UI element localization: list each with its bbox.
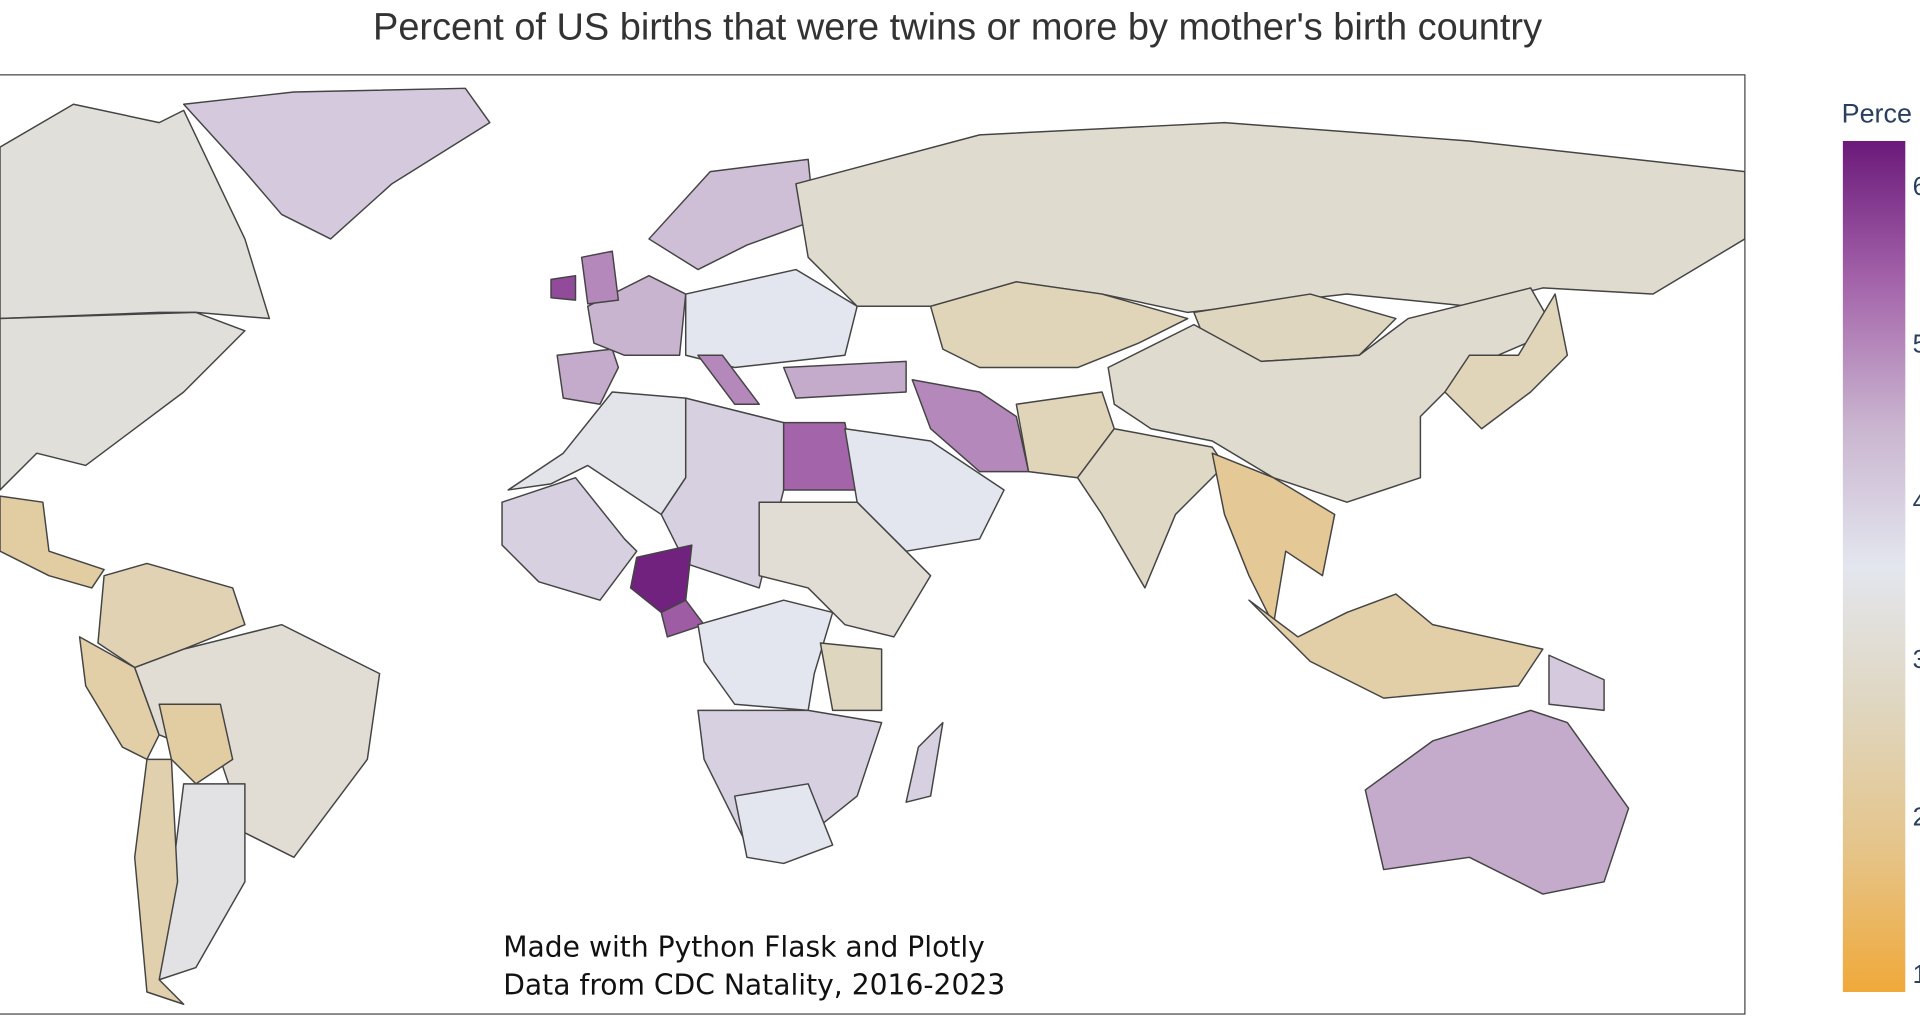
country bbox=[1248, 593, 1544, 699]
country bbox=[697, 599, 834, 712]
country bbox=[580, 250, 620, 305]
country bbox=[1548, 654, 1605, 712]
country bbox=[929, 281, 1189, 369]
country bbox=[1076, 427, 1226, 589]
colorbar-tick-label: 4 bbox=[1913, 488, 1920, 516]
country bbox=[550, 274, 577, 301]
colorbar-tick-label: 3 bbox=[1913, 646, 1920, 674]
country bbox=[697, 354, 760, 405]
country bbox=[905, 721, 944, 803]
country bbox=[758, 501, 932, 638]
country bbox=[133, 758, 185, 1005]
colorbar-title: Perce bbox=[1842, 99, 1912, 129]
country bbox=[182, 87, 491, 240]
country bbox=[733, 783, 834, 865]
country bbox=[1211, 452, 1336, 626]
country bbox=[1364, 709, 1630, 895]
country bbox=[0, 495, 105, 589]
country bbox=[684, 268, 858, 369]
country bbox=[1444, 293, 1569, 430]
map-frame bbox=[0, 74, 1746, 1015]
country bbox=[660, 599, 705, 638]
colorbar-tick-label: 2 bbox=[1913, 803, 1920, 831]
country bbox=[501, 476, 638, 601]
colorbar bbox=[1842, 140, 1906, 992]
map-area bbox=[0, 87, 1745, 1005]
country bbox=[556, 348, 620, 405]
country bbox=[97, 562, 246, 669]
country bbox=[795, 121, 1745, 314]
colorbar-tick-label: 6 bbox=[1913, 173, 1920, 201]
country bbox=[648, 158, 816, 271]
country bbox=[819, 642, 883, 712]
country bbox=[158, 703, 234, 785]
colorbar-tick-label: 5 bbox=[1913, 331, 1920, 359]
country bbox=[0, 311, 246, 491]
country bbox=[782, 360, 907, 399]
colorbar-tick-label: 1 bbox=[1913, 961, 1920, 989]
annotation: Data from CDC Natality, 2016-2023 bbox=[503, 968, 1005, 1001]
chart-title: Percent of US births that were twins or … bbox=[373, 6, 1542, 48]
annotation: Made with Python Flask and Plotly bbox=[503, 930, 985, 963]
